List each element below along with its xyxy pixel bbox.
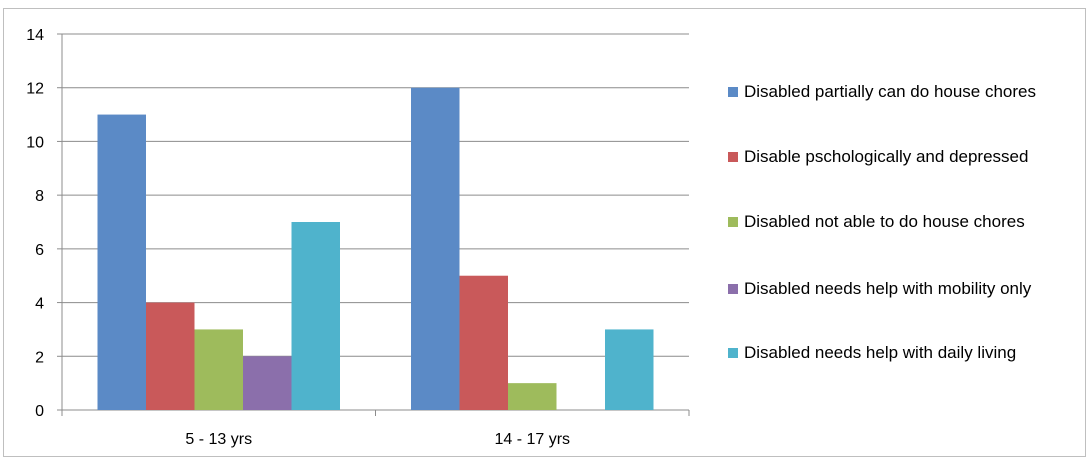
x-tick-label: 14 - 17 yrs [494, 431, 570, 448]
legend-label: Disabled not able to do house chores [744, 212, 1025, 231]
legend-label: Disabled needs help with daily living [744, 343, 1016, 362]
bar [459, 275, 508, 410]
y-tick-label: 12 [26, 81, 44, 98]
bar [508, 383, 557, 410]
axes: 0 2 4 6 8 10 12 14 5 - 13 yrs 14 - 17 yrs [26, 27, 690, 448]
legend-swatch [728, 217, 738, 227]
y-tick-label: 10 [26, 134, 44, 151]
y-tick-label: 6 [35, 242, 44, 259]
bar [411, 87, 460, 410]
bar [194, 329, 243, 410]
legend-swatch [728, 284, 738, 294]
legend-swatch [728, 152, 738, 162]
bars [97, 87, 654, 411]
y-tick-label: 4 [35, 296, 44, 313]
legend-swatch [728, 87, 738, 97]
bar [605, 329, 654, 410]
x-tick-label: 5 - 13 yrs [185, 431, 252, 448]
bar [146, 302, 195, 410]
legend-label: Disabled needs help with mobility only [744, 279, 1032, 298]
y-tick-label: 2 [35, 349, 44, 366]
legend: Disabled partially can do house chores Di… [728, 82, 1036, 362]
legend-label: Disable pschologically and depressed [744, 147, 1028, 166]
bar [243, 356, 292, 410]
y-tick-label: 0 [35, 403, 44, 420]
bar [97, 114, 146, 411]
legend-swatch [728, 348, 738, 358]
y-tick-label: 14 [26, 27, 44, 44]
bar [291, 222, 340, 410]
y-tick-label: 8 [35, 188, 44, 205]
legend-label: Disabled partially can do house chores [744, 82, 1036, 101]
